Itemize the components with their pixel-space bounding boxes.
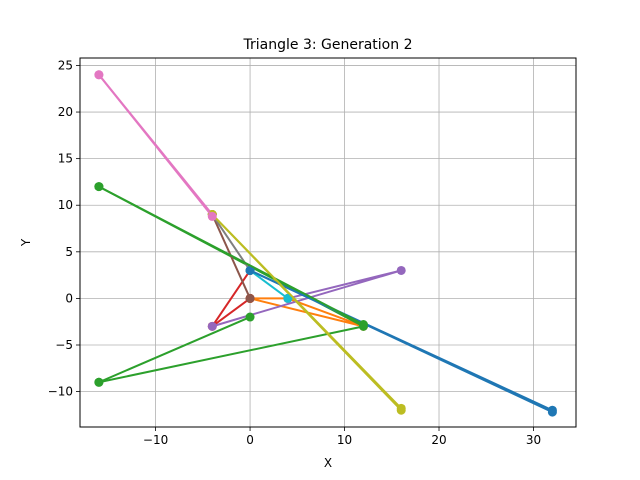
data-point <box>396 403 406 413</box>
series-line <box>98 316 251 384</box>
data-point <box>94 70 104 80</box>
grid <box>80 58 576 427</box>
x-tick-label: 30 <box>526 433 541 447</box>
x-tick-label: 10 <box>337 433 352 447</box>
series <box>94 70 217 221</box>
y-tick-label: 15 <box>58 152 73 166</box>
series <box>94 312 255 387</box>
y-tick-label: 5 <box>65 245 73 259</box>
y-tick-label: 10 <box>58 198 73 212</box>
data-point <box>94 182 104 192</box>
series <box>245 265 557 417</box>
series-line <box>211 213 402 410</box>
data-point <box>283 293 293 303</box>
y-tick-label: −10 <box>48 385 73 399</box>
series-line <box>98 74 214 218</box>
y-axis-label: Y <box>19 238 33 247</box>
data-point <box>245 312 255 322</box>
x-tick-label: −10 <box>143 433 168 447</box>
data-point <box>94 377 104 387</box>
y-tick-label: 20 <box>58 105 73 119</box>
data-point <box>245 293 255 303</box>
data-point <box>547 407 557 417</box>
plot-series <box>94 70 557 417</box>
series-line <box>249 269 289 300</box>
y-tick-label: 25 <box>58 58 73 72</box>
plot-frame <box>79 57 577 428</box>
series-line <box>98 185 364 326</box>
data-point <box>396 265 406 275</box>
series <box>94 182 368 329</box>
data-point <box>358 320 368 329</box>
x-axis-label: X <box>324 456 332 470</box>
y-tick-label: −5 <box>55 338 73 352</box>
chart-title: Triangle 3: Generation 2 <box>243 37 413 53</box>
data-point <box>245 265 255 275</box>
x-tick-label: 20 <box>431 433 446 447</box>
x-tick-label: 0 <box>246 433 254 447</box>
data-point <box>207 211 217 221</box>
axis-ticks: −10 0 10 20 30 −10 −5 0 5 10 15 20 25 <box>48 58 541 447</box>
y-tick-label: 0 <box>65 291 73 305</box>
series-line <box>249 269 553 413</box>
data-point <box>207 321 217 331</box>
